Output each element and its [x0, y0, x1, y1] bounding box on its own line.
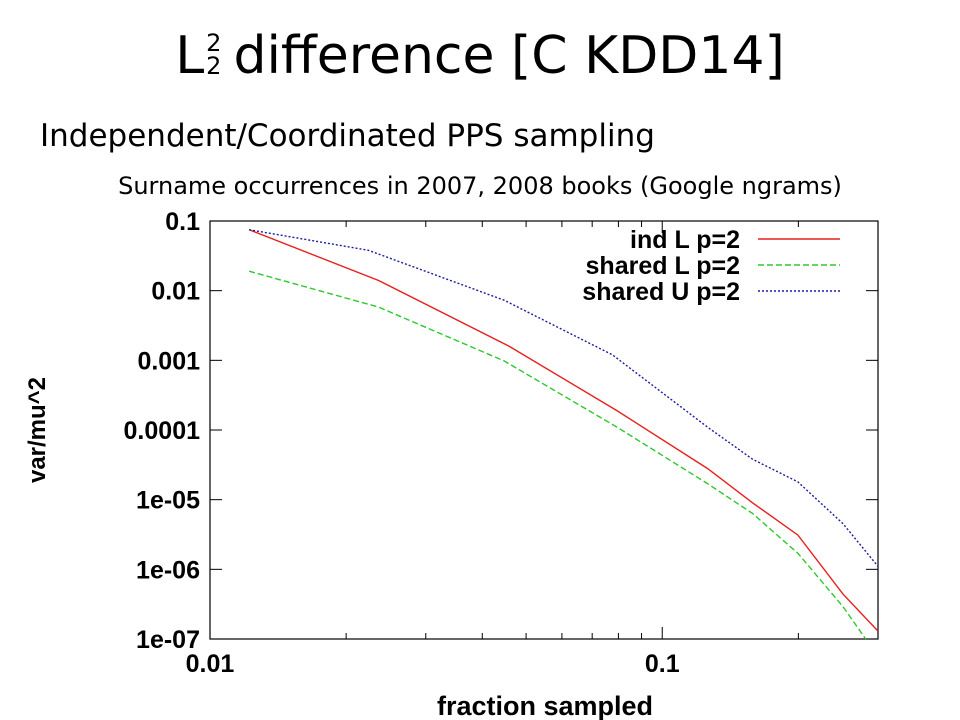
series-line-2 — [248, 270, 867, 640]
y-tick-label: 0.1 — [165, 208, 200, 236]
x-axis: 0.01 0.1 — [186, 221, 879, 678]
slide-subtitle: Independent/Coordinated PPS sampling — [40, 118, 655, 154]
x-tick-label: 0.1 — [645, 650, 680, 678]
legend-label: ind L p=2 — [630, 226, 740, 254]
series-line-3 — [248, 229, 879, 567]
legend-label: shared U p=2 — [582, 278, 740, 306]
y-tick-label: 0.0001 — [124, 417, 201, 445]
y-tick-label: 0.01 — [151, 278, 200, 306]
plot-frame-group — [209, 220, 879, 640]
y-axis-label: var/mu^2 — [24, 377, 51, 483]
legend-label: shared L p=2 — [586, 252, 740, 280]
plot-frame — [209, 220, 879, 640]
y-axis: 0.1 0.01 0.001 0.0001 1e-05 1e-06 1e-07 — [124, 208, 878, 654]
y-tick-label: 1e-07 — [136, 626, 200, 654]
title-superscript: 2 — [206, 29, 222, 58]
y-tick-label: 0.001 — [137, 347, 200, 375]
x-tick-label: 0.01 — [186, 650, 235, 678]
title-rest: difference [C KDD14] — [233, 26, 785, 86]
chart-title: Surname occurrences in 2007, 2008 books … — [118, 172, 842, 200]
y-tick-label: 1e-05 — [136, 487, 200, 515]
series-line-1 — [248, 229, 879, 632]
x-axis-label: fraction sampled — [437, 691, 653, 720]
slide-title: L 2 2 difference [C KDD14] — [0, 30, 960, 82]
title-symbol: L — [175, 26, 205, 86]
title-subscript: 2 — [206, 52, 222, 80]
y-tick-label: 1e-06 — [136, 556, 200, 584]
series-group — [248, 229, 879, 640]
